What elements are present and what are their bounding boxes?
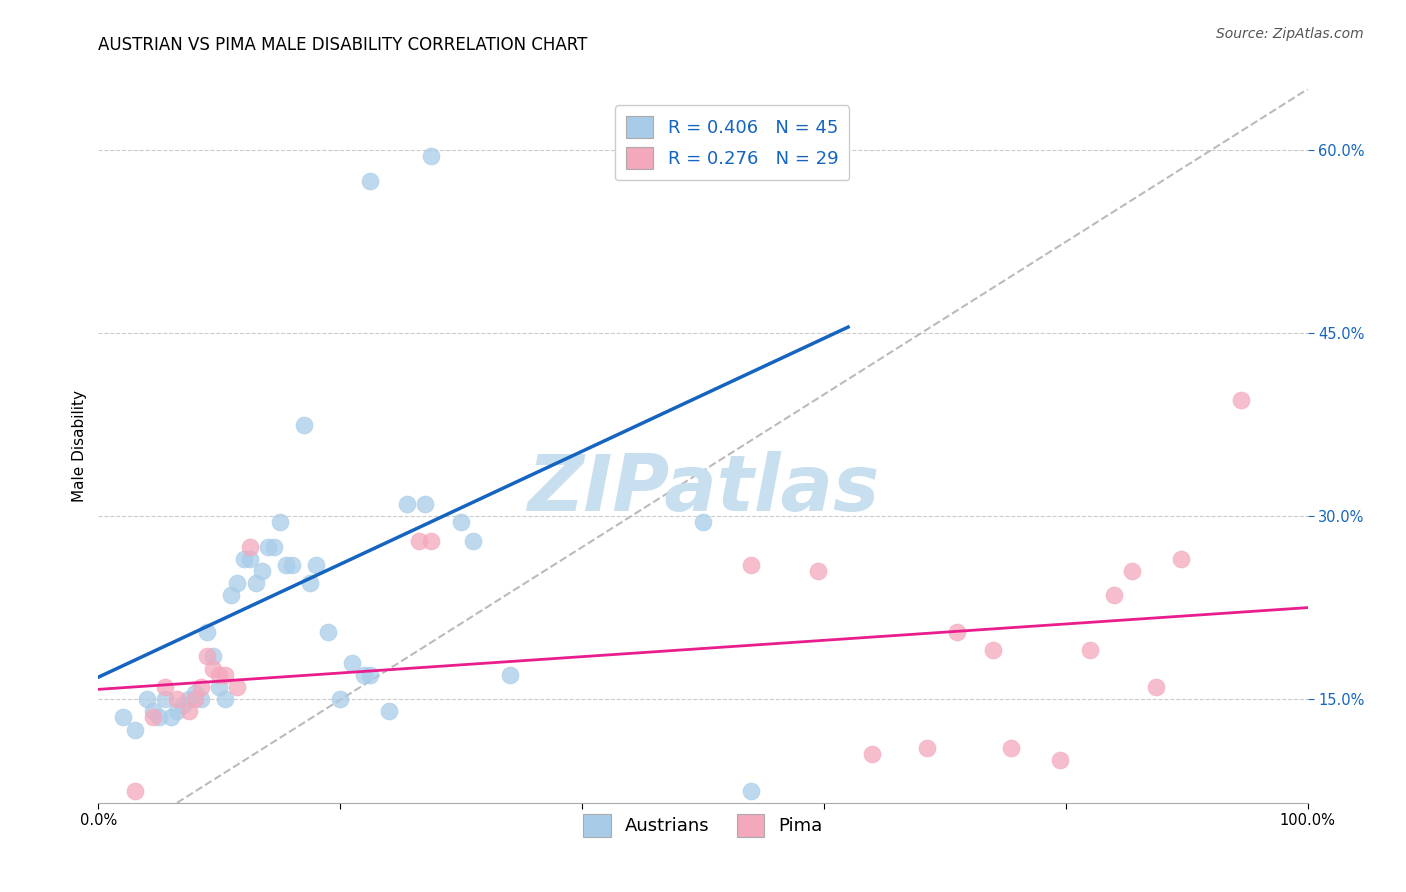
Point [153, 680, 176, 694]
Point [860, 747, 883, 761]
Point [239, 540, 262, 554]
Point [1170, 551, 1192, 566]
Point [1078, 643, 1101, 657]
Point [148, 710, 170, 724]
Text: ZIPatlas: ZIPatlas [527, 450, 879, 527]
Point [377, 704, 399, 718]
Point [269, 515, 291, 529]
Point [981, 643, 1004, 657]
Point [1146, 680, 1168, 694]
Text: AUSTRIAN VS PIMA MALE DISABILITY CORRELATION CHART: AUSTRIAN VS PIMA MALE DISABILITY CORRELA… [98, 36, 588, 54]
Point [184, 692, 207, 706]
Legend: Austrians, Pima: Austrians, Pima [576, 807, 830, 844]
Point [190, 680, 212, 694]
Point [1102, 589, 1125, 603]
Point [1000, 740, 1022, 755]
Point [208, 680, 231, 694]
Point [232, 551, 254, 566]
Point [450, 515, 472, 529]
Point [142, 710, 165, 724]
Point [214, 667, 236, 681]
Point [221, 589, 243, 603]
Point [274, 558, 297, 572]
Point [245, 576, 267, 591]
Point [329, 692, 352, 706]
Point [214, 692, 236, 706]
Point [172, 698, 194, 713]
Point [226, 576, 249, 591]
Point [179, 692, 201, 706]
Point [281, 558, 304, 572]
Point [202, 662, 225, 676]
Point [184, 686, 207, 700]
Point [342, 656, 364, 670]
Point [256, 540, 278, 554]
Point [305, 558, 328, 572]
Point [153, 692, 176, 706]
Point [420, 149, 443, 163]
Point [316, 625, 339, 640]
Point [1121, 564, 1143, 578]
Point [166, 704, 188, 718]
Point [202, 649, 225, 664]
Point [208, 667, 231, 681]
Point [807, 564, 830, 578]
Point [195, 625, 218, 640]
Point [915, 740, 938, 755]
Point [124, 783, 146, 797]
Point [263, 540, 285, 554]
Point [179, 704, 201, 718]
Point [360, 174, 382, 188]
Point [142, 704, 165, 718]
Point [408, 533, 430, 548]
Text: Source: ZipAtlas.com: Source: ZipAtlas.com [1216, 27, 1364, 41]
Point [360, 667, 382, 681]
Point [1230, 393, 1253, 408]
Point [1049, 753, 1071, 767]
Point [166, 692, 188, 706]
Point [413, 497, 436, 511]
Point [420, 533, 443, 548]
Point [160, 710, 183, 724]
Point [463, 533, 485, 548]
Point [239, 551, 262, 566]
Point [292, 417, 315, 432]
Point [124, 723, 146, 737]
Point [498, 667, 520, 681]
Point [740, 783, 762, 797]
Point [135, 692, 157, 706]
Point [946, 625, 969, 640]
Point [195, 649, 218, 664]
Point [692, 515, 714, 529]
Y-axis label: Male Disability: Male Disability [72, 390, 87, 502]
Point [299, 576, 322, 591]
Point [395, 497, 418, 511]
Point [226, 680, 249, 694]
Point [250, 564, 273, 578]
Point [111, 710, 134, 724]
Point [353, 667, 375, 681]
Point [740, 558, 762, 572]
Point [190, 692, 212, 706]
